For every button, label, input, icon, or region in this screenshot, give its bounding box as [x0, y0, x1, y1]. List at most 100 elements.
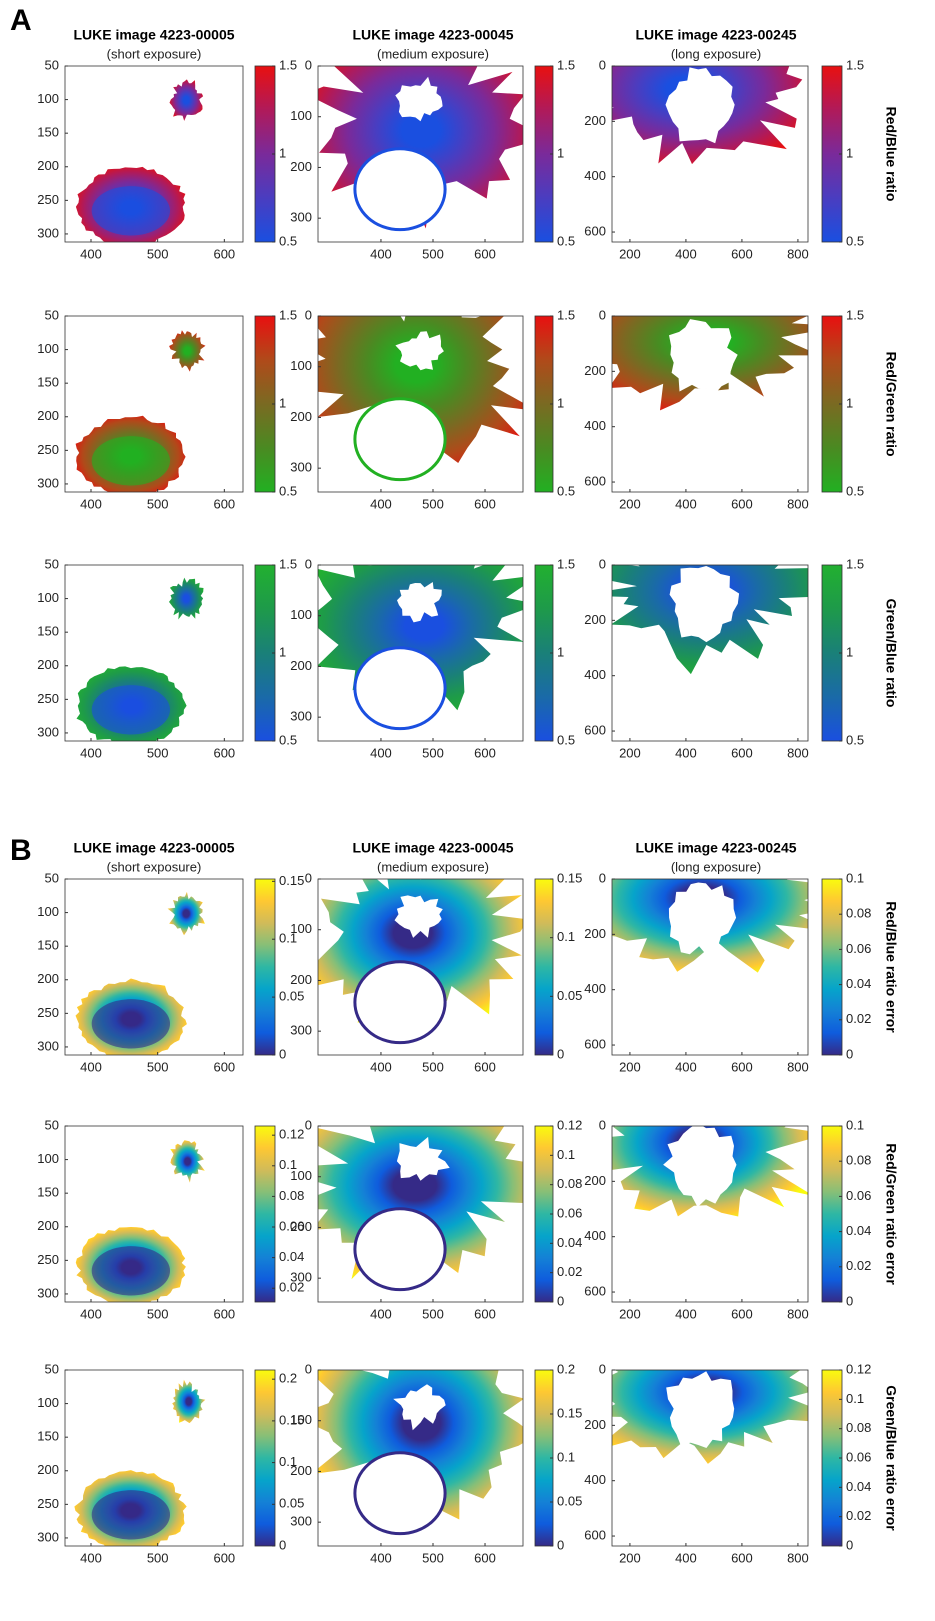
image — [318, 66, 523, 232]
x-tick-label: 400 — [370, 246, 392, 261]
axes-box — [611, 1125, 809, 1303]
colorbar-tick-label: 0.1 — [557, 929, 575, 944]
image — [612, 565, 808, 675]
x-tick-label: 400 — [675, 246, 697, 261]
colorbar-tick-label: 0 — [557, 1293, 564, 1308]
image — [75, 79, 204, 242]
y-tick-label: 300 — [37, 475, 59, 490]
colorbar-tick-label: 0.1 — [279, 1157, 297, 1172]
colorbar-tick-label: 0.06 — [846, 941, 871, 956]
blob-core — [91, 1246, 171, 1296]
x-tick-label: 500 — [422, 1059, 444, 1074]
x-tick-label: 600 — [213, 246, 235, 261]
colorbar-tick-label: 1.5 — [279, 57, 297, 72]
hole — [665, 67, 735, 144]
x-tick-label: 400 — [370, 1550, 392, 1565]
axes-box — [317, 1369, 524, 1547]
panel: LUKE image 4223-00045 (medium exposure) 40… — [290, 27, 575, 262]
hole — [393, 1384, 446, 1431]
y-tick-label: 400 — [584, 418, 606, 433]
colorbar-label: Green/Blue ratio — [883, 599, 899, 708]
image — [612, 1126, 808, 1217]
panel-title: LUKE image 4223-00005 — [73, 840, 234, 856]
y-tick-label: 250 — [37, 192, 59, 207]
y-tick-label: 200 — [37, 1462, 59, 1477]
colorbar — [534, 878, 554, 1056]
colorbar-tick-label: 0.08 — [846, 1420, 871, 1435]
colorbar-tick-label: 0.15 — [557, 1405, 582, 1420]
colorbar-label: Red/Green ratio error — [883, 1143, 899, 1285]
y-tick-label: 100 — [290, 108, 312, 123]
y-tick-label: 50 — [45, 1117, 59, 1132]
colorbar-tick-label: 0.1 — [846, 870, 864, 885]
axes-box — [64, 878, 244, 1056]
colorbar-tick-label: 0.02 — [279, 1280, 304, 1295]
x-tick-label: 500 — [422, 1550, 444, 1565]
colorbar-tick-label: 0.5 — [846, 233, 864, 248]
x-tick-label: 600 — [213, 1550, 235, 1565]
colorbar-tick-label: 0.15 — [557, 870, 582, 885]
y-tick-label: 0 — [599, 307, 606, 322]
y-tick-label: 200 — [290, 972, 312, 987]
y-tick-label: 600 — [584, 223, 606, 238]
colorbar-tick-label: 1.5 — [557, 307, 575, 322]
y-tick-label: 400 — [584, 168, 606, 183]
axes-box — [64, 65, 244, 243]
x-tick-label: 400 — [80, 246, 102, 261]
y-tick-label: 200 — [290, 409, 312, 424]
colorbar-label: Red/Blue ratio error — [883, 901, 899, 1033]
panel-subtitle: (long exposure) — [671, 46, 761, 61]
x-tick-label: 400 — [675, 1550, 697, 1565]
y-tick-label: 300 — [290, 709, 312, 724]
y-tick-label: 50 — [45, 57, 59, 72]
panel: 400 500 600 50 100 150 200 250 300 0.5 1 1.5 — [37, 556, 297, 760]
colorbar-tick-label: 0.1 — [279, 1454, 297, 1469]
blob — [167, 891, 205, 936]
x-tick-label: 200 — [619, 1059, 641, 1074]
colorbar-tick-label: 1.5 — [846, 556, 864, 571]
colorbar — [254, 878, 276, 1056]
panel-title: LUKE image 4223-00045 — [352, 840, 513, 856]
y-tick-label: 100 — [290, 607, 312, 622]
colorbar-tick-label: 1 — [557, 644, 564, 659]
ring — [353, 1207, 447, 1292]
colorbar-tick-label: 0.05 — [557, 1493, 582, 1508]
x-tick-label: 600 — [474, 246, 496, 261]
x-tick-label: 800 — [787, 246, 809, 261]
colorbar-tick-label: 0 — [557, 1046, 564, 1061]
panel: 200 400 600 800 0 200 400 600 0 0.02 0.04 0.06 0.08 0… — [584, 1361, 899, 1565]
x-tick-label: 500 — [422, 745, 444, 760]
y-tick-label: 300 — [290, 1270, 312, 1285]
colorbar-tick-label: 0.02 — [557, 1264, 582, 1279]
y-tick-label: 100 — [290, 358, 312, 373]
panel: 400 500 600 0 100 200 300 0.5 1 1.5 — [290, 307, 575, 511]
blob — [169, 330, 206, 372]
y-tick-label: 300 — [37, 1529, 59, 1544]
blob — [318, 316, 523, 473]
colorbar — [254, 1369, 276, 1547]
colorbar-label: Red/Blue ratio — [883, 107, 899, 202]
y-tick-label: 300 — [37, 1285, 59, 1300]
y-tick-label: 600 — [584, 1036, 606, 1051]
y-tick-label: 100 — [37, 904, 59, 919]
y-tick-label: 100 — [290, 1412, 312, 1427]
x-tick-label: 500 — [147, 745, 169, 760]
y-tick-label: 150 — [37, 375, 59, 390]
x-tick-label: 500 — [422, 1306, 444, 1321]
hole — [397, 582, 442, 623]
hole — [668, 882, 737, 956]
x-tick-label: 400 — [80, 496, 102, 511]
image — [75, 330, 206, 492]
x-tick-label: 500 — [147, 246, 169, 261]
x-tick-label: 500 — [147, 496, 169, 511]
panel-label: B — [10, 834, 32, 867]
x-tick-label: 500 — [147, 1059, 169, 1074]
image — [74, 1379, 206, 1546]
colorbar-tick-label: 0.1 — [279, 931, 297, 946]
y-tick-label: 0 — [305, 556, 312, 571]
y-tick-label: 200 — [37, 971, 59, 986]
axes-box — [611, 315, 809, 493]
colorbar-tick-label: 0.15 — [279, 1412, 304, 1427]
colorbar-tick-label: 0.1 — [557, 1449, 575, 1464]
y-tick-label: 300 — [37, 225, 59, 240]
